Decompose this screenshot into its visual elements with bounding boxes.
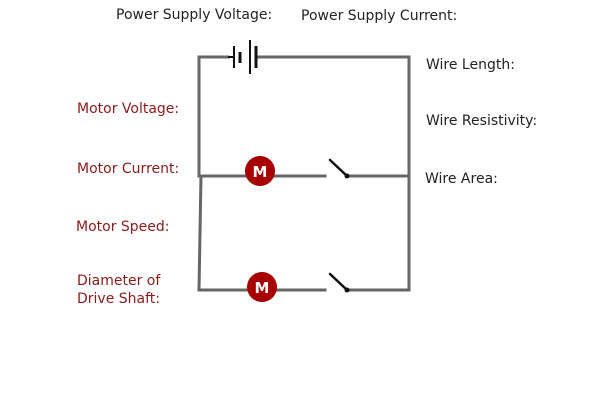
- switch-2-icon[interactable]: [328, 272, 350, 293]
- left-wire-lower: [197, 174, 203, 292]
- motor-2-icon: M: [247, 272, 277, 302]
- drive-shaft-diameter-label-line2: Drive Shaft:: [77, 291, 161, 307]
- wire-resistivity-label: Wire Resistivity:: [426, 113, 538, 129]
- motor-1-body: [245, 156, 275, 186]
- motor-1-icon: M: [245, 156, 275, 186]
- power-supply-voltage-label: Power Supply Voltage:: [116, 7, 273, 23]
- switch-1-icon[interactable]: [328, 158, 350, 179]
- wire-length-label: Wire Length:: [426, 57, 515, 73]
- motor-2-body: [247, 272, 277, 302]
- motor-2-symbol: M: [255, 279, 270, 297]
- wire-area-label: Wire Area:: [425, 171, 498, 187]
- drive-shaft-diameter-label-line1: Diameter of: [77, 273, 161, 289]
- circuit-wires: [197, 55, 411, 292]
- battery-icon: [228, 40, 258, 74]
- motor-speed-label: Motor Speed:: [76, 219, 170, 235]
- motor-1-symbol: M: [253, 163, 268, 181]
- motor-voltage-label: Motor Voltage:: [77, 101, 180, 117]
- motor-current-label: Motor Current:: [77, 161, 180, 177]
- power-supply-current-label: Power Supply Current:: [301, 8, 458, 24]
